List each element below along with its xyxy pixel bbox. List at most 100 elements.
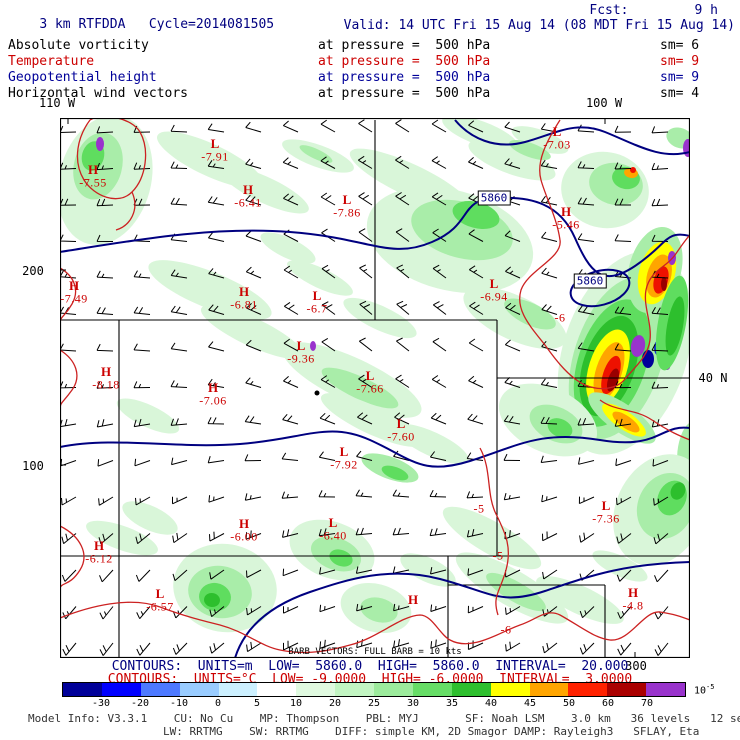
wind-barb: [61, 496, 77, 506]
wind-barb: [653, 533, 669, 545]
wind-barb: [396, 264, 410, 279]
temp-contour: [479, 447, 510, 616]
wind-barb: [431, 192, 447, 206]
wind-barb: [245, 158, 262, 169]
wind-barb: [577, 418, 595, 426]
axis-label: 300: [625, 659, 647, 673]
vorticity-blob: [642, 350, 654, 368]
colorbar-tick-label: 45: [523, 698, 537, 709]
wind-barb: [96, 419, 114, 428]
colorbar-cell: [296, 683, 336, 696]
wind-barb: [358, 228, 373, 242]
wind-barb: [246, 569, 262, 578]
wind-barb: [432, 301, 447, 315]
wind-barb: [320, 375, 336, 388]
wind-barb: [358, 337, 373, 352]
wind-barb: [99, 642, 114, 656]
wind-barb: [244, 415, 262, 425]
wind-barb: [358, 192, 373, 206]
wind-barb: [396, 300, 410, 315]
barb-scale-note: BARB VECTORS: FULL BARB = 10 kts: [288, 647, 462, 657]
vorticity-blob: [661, 277, 667, 291]
colorbar: [62, 682, 686, 697]
field-level: at pressure = 500 hPa: [318, 54, 491, 69]
wind-barb: [505, 641, 521, 652]
field-level: at pressure = 500 hPa: [318, 86, 491, 101]
colorbar-cell: [646, 683, 685, 696]
wind-barb: [172, 496, 188, 505]
temperature-contours: [60, 118, 690, 654]
vorticity-blob: [442, 506, 542, 570]
temp-contour: [115, 191, 136, 231]
wind-barb: [542, 569, 558, 580]
wind-barb: [321, 301, 336, 315]
wind-barb: [283, 193, 299, 206]
temp-contour: [60, 601, 690, 654]
wind-barb: [209, 531, 225, 542]
cycle-label: Cycle=2014081505: [148, 17, 275, 32]
colorbar-tick-label: 10: [289, 698, 303, 709]
wind-barb: [320, 192, 336, 206]
wind-barb: [395, 155, 410, 169]
wind-barb: [208, 268, 225, 279]
wind-barb: [614, 198, 631, 206]
title-gap: [125, 17, 148, 32]
wind-barb: [170, 269, 188, 279]
wind-barb: [244, 454, 262, 462]
vorticity-blob: [504, 298, 556, 330]
plot-title: 3 km RTFDDA Cycle=2014081505: [8, 4, 274, 46]
wind-barb: [136, 606, 151, 620]
wind-barb: [542, 642, 558, 654]
wind-barb: [577, 197, 595, 206]
colorbar-units-base: 10: [694, 685, 707, 697]
wind-barb: [654, 569, 669, 583]
wind-barb: [320, 156, 336, 169]
wind-barb-layer: [60, 119, 669, 656]
wind-barb: [541, 231, 558, 242]
field-smoothing: sm= 9: [660, 54, 700, 69]
wind-barb: [208, 495, 225, 503]
field-name: Geopotential height: [8, 70, 157, 85]
vorticity-blob: [321, 367, 399, 409]
wind-barb: [578, 496, 595, 505]
colorbar-cell: [179, 683, 219, 696]
vorticity-blob: [509, 140, 551, 160]
wind-barb: [467, 413, 484, 425]
wind-barb: [577, 233, 595, 242]
colorbar-tick-label: 20: [328, 698, 342, 709]
wind-barb: [616, 569, 632, 582]
wind-barb: [96, 343, 114, 352]
model-name: 3 km RTFDDA: [39, 17, 126, 32]
colorbar-tick-label: -30: [91, 698, 111, 709]
wind-barb: [207, 196, 225, 206]
temp-contour: [599, 399, 690, 441]
wind-barb: [395, 192, 410, 206]
wind-barb: [246, 303, 262, 315]
wind-barb: [283, 606, 299, 614]
vorticity-blob: [612, 411, 640, 433]
wind-barb: [283, 376, 299, 388]
wind-barb: [468, 120, 484, 133]
wind-barb: [99, 606, 114, 620]
valid-time: Valid: 14 UTC Fri 15 Aug 14 (08 MDT Fri …: [343, 18, 735, 33]
wind-barb: [283, 338, 299, 352]
geopotential-height-contours: [60, 119, 690, 658]
field-name: Absolute vorticity: [8, 38, 149, 53]
wind-barb: [172, 532, 188, 544]
wind-barb: [577, 305, 595, 315]
wind-barb: [245, 339, 262, 352]
wind-barb: [505, 302, 521, 315]
colorbar-units-exponent: -5: [706, 683, 715, 691]
vorticity-blob: [452, 200, 500, 230]
wind-barb: [136, 642, 151, 656]
wind-barb: [541, 494, 558, 503]
wind-barb: [392, 527, 410, 536]
colorbar-cell: [101, 683, 141, 696]
colorbar-tick-label: 30: [406, 698, 420, 709]
wind-barb: [355, 489, 373, 498]
colorbar-cell: [412, 683, 452, 696]
vorticity-blob: [606, 368, 620, 392]
wind-barb: [395, 374, 410, 388]
wind-barb: [135, 533, 151, 544]
